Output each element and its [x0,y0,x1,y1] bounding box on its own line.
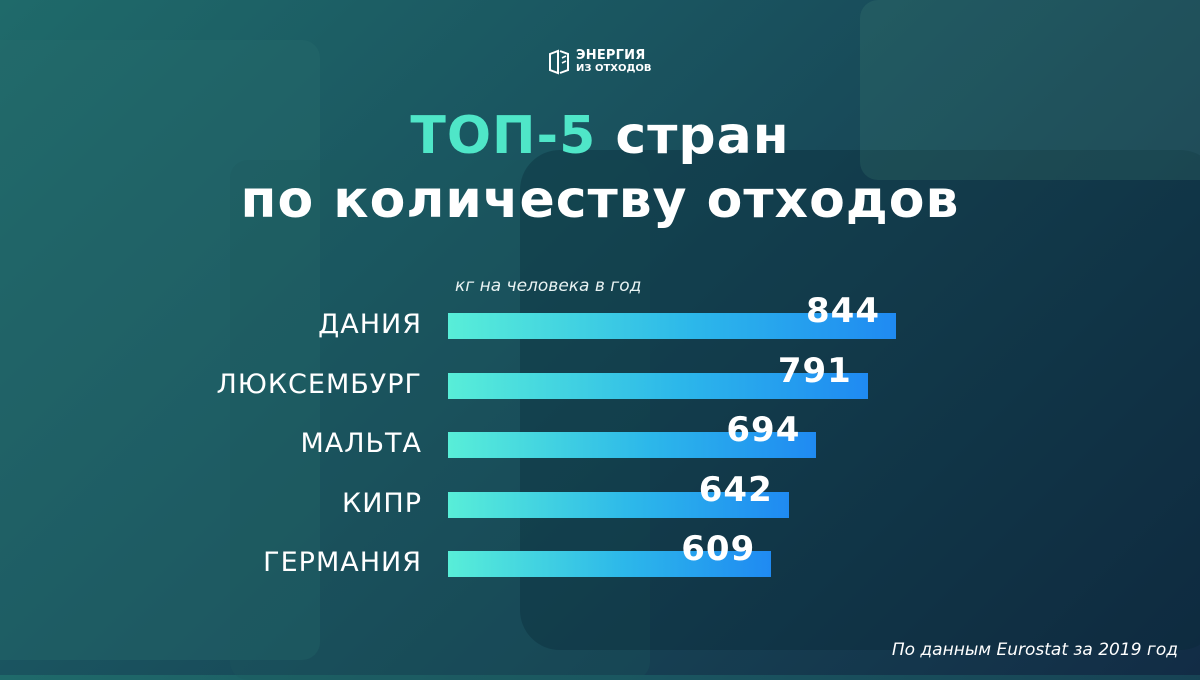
background-shape [0,40,320,660]
title-rest: стран [596,106,790,166]
chart-title: ТОП-5 стран по количеству отходов [0,104,1200,232]
bar [448,551,772,577]
value-label: 844 [806,291,880,331]
value-label: 609 [681,529,756,569]
recycle-box-icon [549,49,569,75]
brand-logo: ЭНЕРГИЯ ИЗ ОТХОДОВ [548,48,652,76]
bar [448,313,896,339]
category-label: ГЕРМАНИЯ [263,547,422,578]
bar [448,432,817,458]
title-line2: по количеству отходов [240,170,960,230]
bar [448,491,789,518]
logo-line1: ЭНЕРГИЯ [576,48,646,63]
background-shape [860,0,1200,180]
value-label: 694 [726,410,801,450]
unit-label: кг на человека в год [455,276,642,296]
value-label: 642 [698,469,773,510]
logo-line2: ИЗ ОТХОДОВ [576,63,652,74]
category-label: ДАНИЯ [318,309,422,340]
category-label: КИПР [342,487,422,519]
bar [448,372,868,399]
value-label: 791 [777,350,852,391]
title-accent: ТОП-5 [410,106,597,166]
background-shape [230,160,650,680]
category-label: ЛЮКСЕМБУРГ [216,368,422,400]
source-note: По данным Eurostat за 2019 год [891,640,1178,660]
category-label: МАЛЬТА [300,428,422,459]
